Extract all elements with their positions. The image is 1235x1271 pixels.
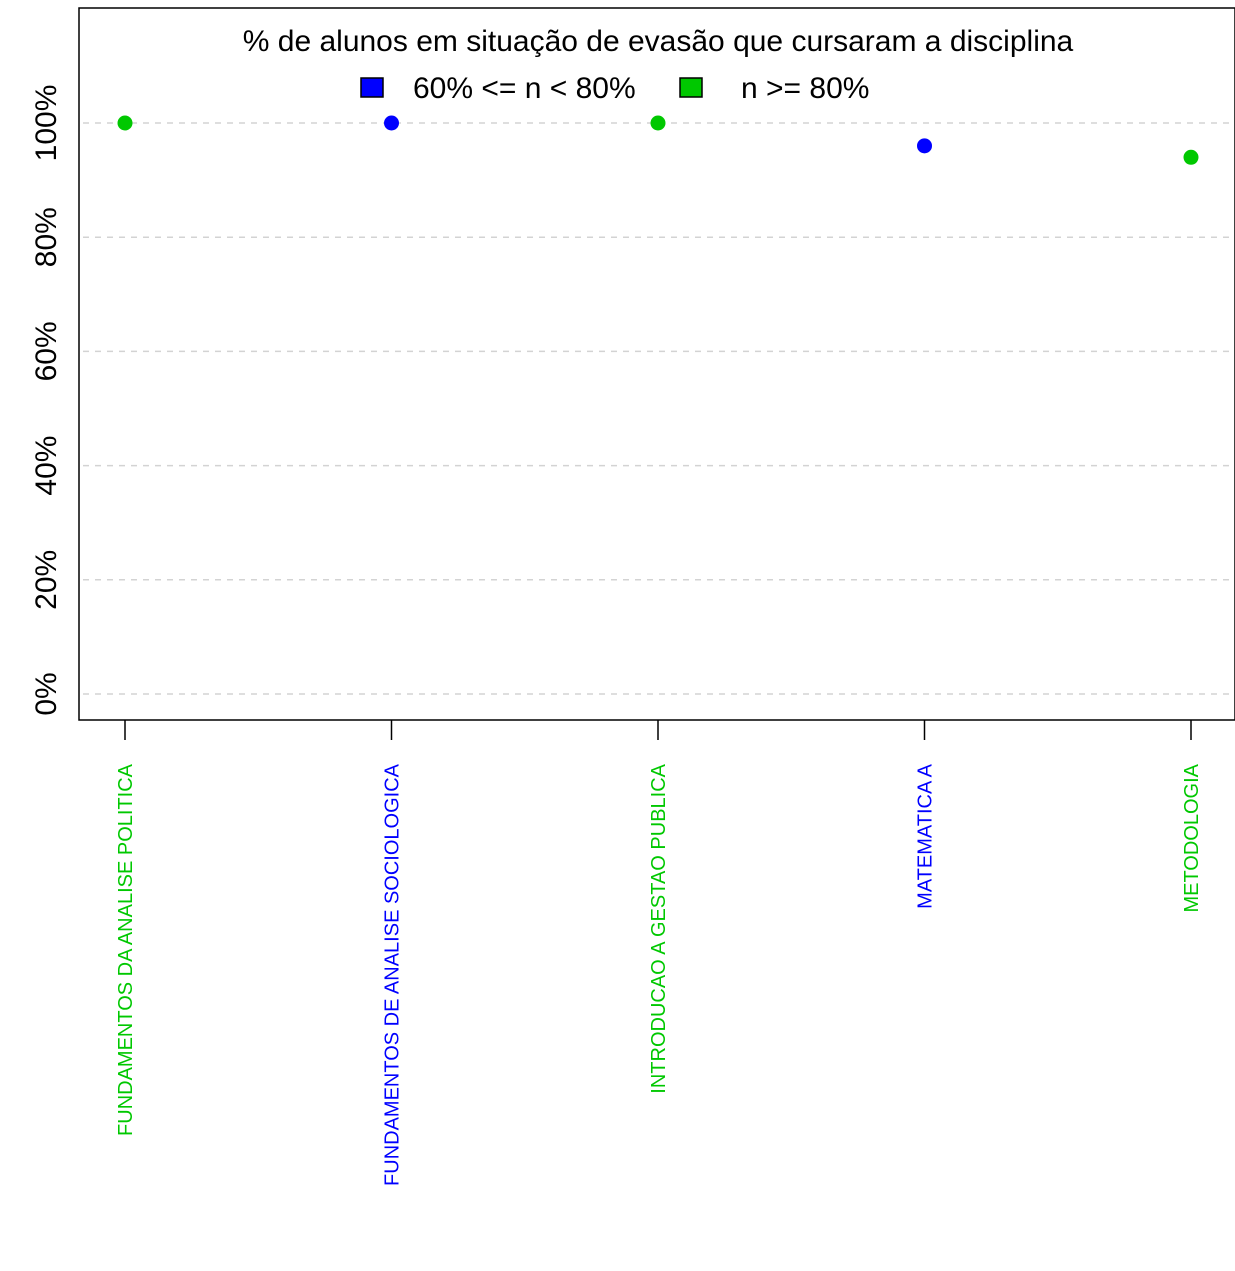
data-point (917, 138, 932, 154)
data-point (1183, 149, 1199, 165)
legend-label: 60% <= n < 80% (413, 72, 636, 105)
data-point (650, 115, 666, 131)
y-tick-label: 20% (30, 550, 63, 610)
data-points (117, 115, 1199, 165)
x-tick-label: FUNDAMENTOS DA ANALISE POLITICA (115, 763, 137, 1136)
legend: 60% <= n < 80% n >= 80% (360, 72, 869, 105)
data-point (384, 115, 399, 131)
chart-title: % de alunos em situação de evasão que cu… (243, 25, 1074, 58)
grid-lines (83, 122, 1231, 695)
x-tick-label: FUNDAMENTOS DE ANALISE SOCIOLOGICA (382, 763, 404, 1186)
y-tick-label: 100% (30, 85, 63, 162)
y-axis: 0% 20% 40% 60% 80% 100% (30, 85, 63, 716)
legend-swatch (360, 77, 384, 98)
legend-swatch (679, 77, 703, 98)
x-tick-label: MATEMATICA A (915, 763, 937, 908)
x-tick-label: METODOLOGIA (1181, 763, 1203, 912)
y-tick-label: 80% (30, 207, 63, 267)
y-tick-label: 0% (30, 672, 63, 715)
x-tick-label: INTRODUCAO A GESTAO PUBLICA (648, 763, 670, 1093)
y-tick-label: 40% (30, 436, 63, 496)
y-tick-label: 60% (30, 321, 63, 381)
plot-frame (78, 7, 1235, 721)
data-point (117, 115, 133, 131)
x-axis: FUNDAMENTOS DA ANALISE POLITICA FUNDAMENT… (115, 720, 1203, 1186)
legend-label: n >= 80% (741, 72, 869, 105)
